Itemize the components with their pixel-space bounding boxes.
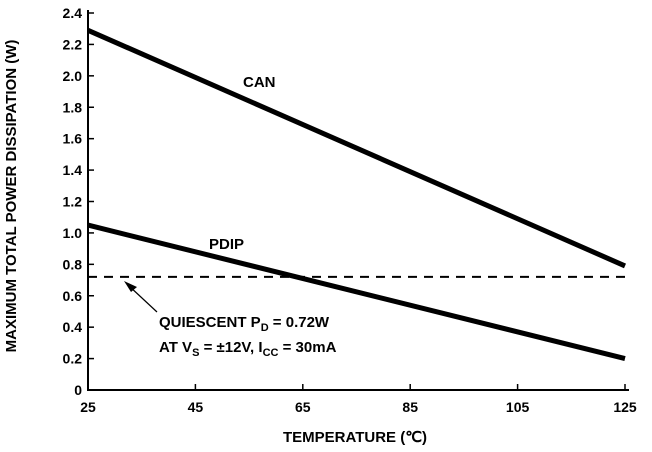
quiescent-annotation: QUIESCENT PD = 0.72W AT VS = ±12V, ICC =…	[124, 281, 337, 359]
y-tick-label: 0.2	[63, 351, 83, 367]
y-tick-label: 1.2	[63, 194, 83, 210]
x-tick-label: 65	[295, 399, 311, 415]
y-tick-label: 1.6	[63, 131, 83, 147]
series-label-pdip: PDIP	[209, 236, 244, 253]
x-tick-label: 105	[506, 399, 530, 415]
y-axis-title: MAXIMUM TOTAL POWER DISSIPATION (W)	[3, 40, 20, 353]
y-tick-label: 1.8	[63, 99, 83, 115]
x-tick-label: 25	[80, 399, 96, 415]
x-tick-label: 45	[188, 399, 204, 415]
y-tick-label: 1.0	[63, 225, 83, 241]
x-tick-label: 125	[613, 399, 637, 415]
y-tick-label: 2.4	[63, 5, 83, 21]
y-tick-label: 0.8	[63, 256, 83, 272]
x-axis-title: TEMPERATURE (℃)	[283, 429, 427, 446]
annotation-line-2: AT VS = ±12V, ICC = 30mA	[159, 339, 337, 359]
ticks: 0 0.2 0.4 0.6 0.8 1.0 1.2 1.4 1.6 1.8 2.0 2.2 2.4 25 4…	[63, 5, 637, 415]
y-tick-label: 2.0	[63, 68, 83, 84]
series-line-can	[86, 28, 627, 269]
y-tick-label: 2.2	[63, 36, 83, 52]
y-tick-label: 0.6	[63, 288, 83, 304]
series-label-can: CAN	[243, 74, 276, 91]
series	[86, 28, 627, 362]
x-tick-label: 85	[402, 399, 418, 415]
series-line-pdip	[87, 222, 626, 362]
y-tick-label: 0	[74, 382, 82, 398]
annotation-arrowhead	[124, 281, 137, 292]
annotation-line-1: QUIESCENT PD = 0.72W	[159, 314, 330, 334]
y-tick-label: 0.4	[63, 319, 83, 335]
y-tick-label: 1.4	[63, 162, 83, 178]
